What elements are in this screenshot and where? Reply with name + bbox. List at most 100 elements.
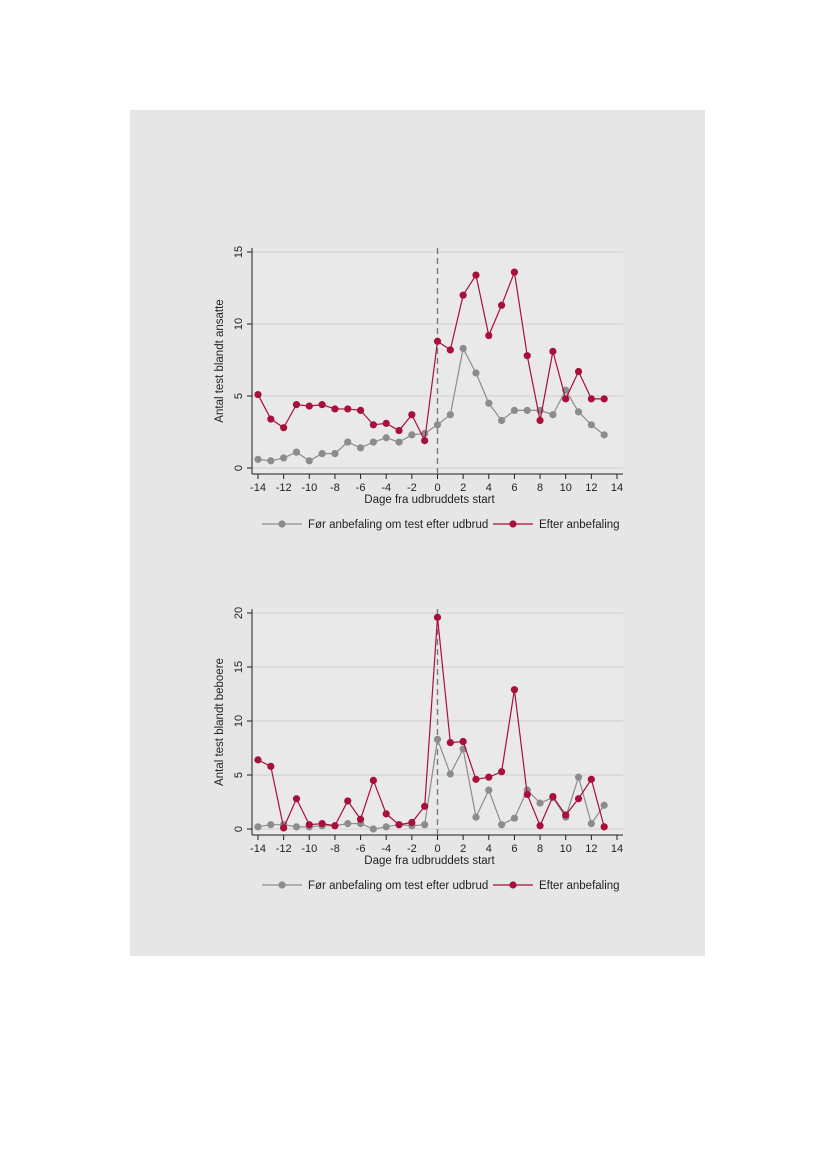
data-point-series-1 xyxy=(382,419,390,427)
data-point-series-1 xyxy=(280,824,288,832)
data-point-series-1 xyxy=(523,352,531,360)
data-point-series-1 xyxy=(369,776,377,784)
data-point-series-1 xyxy=(292,795,301,803)
data-point-series-1 xyxy=(331,405,339,413)
x-tick-label: 4 xyxy=(486,843,492,855)
data-point-series-0 xyxy=(344,820,352,828)
y-tick-label: 10 xyxy=(233,318,245,330)
data-point-series-1 xyxy=(498,301,506,309)
data-point-series-1 xyxy=(600,823,608,831)
data-point-series-1 xyxy=(549,347,557,355)
x-tick-label: -10 xyxy=(301,482,317,494)
data-point-series-0 xyxy=(382,434,390,442)
data-point-series-1 xyxy=(421,437,429,445)
data-point-series-1 xyxy=(587,395,595,403)
data-point-series-1 xyxy=(510,268,519,276)
y-tick-label: 15 xyxy=(233,246,245,258)
data-point-series-0 xyxy=(459,344,467,353)
y-axis-title: Antal test blandt beboere xyxy=(214,658,226,786)
data-point-series-0 xyxy=(472,369,480,377)
data-point-series-1 xyxy=(305,821,313,829)
legend-label-0: Før anbefaling om test efter udbrud xyxy=(308,880,488,892)
data-point-series-1 xyxy=(562,395,570,403)
data-point-series-0 xyxy=(498,821,506,829)
data-point-series-0 xyxy=(600,801,608,809)
data-point-series-0 xyxy=(433,421,442,429)
data-point-series-1 xyxy=(408,818,416,827)
data-point-series-1 xyxy=(344,405,352,413)
data-point-series-1 xyxy=(344,797,352,805)
data-point-series-0 xyxy=(472,813,480,821)
data-point-series-0 xyxy=(574,408,583,416)
y-axis-title: Antal test blandt ansatte xyxy=(214,299,226,422)
legend-label-1: Efter anbefaling xyxy=(539,880,620,892)
x-tick-label: 6 xyxy=(511,843,517,855)
y-tick-label: 0 xyxy=(233,826,245,832)
data-point-series-1 xyxy=(459,291,467,299)
data-point-series-1 xyxy=(446,346,454,354)
data-point-series-1 xyxy=(574,795,583,803)
series-line-0 xyxy=(257,739,605,830)
data-point-series-0 xyxy=(356,444,365,452)
data-point-series-1 xyxy=(446,739,454,747)
data-point-series-1 xyxy=(587,775,595,783)
series-line-1 xyxy=(257,617,605,830)
data-point-series-1 xyxy=(536,416,544,425)
series-line-0 xyxy=(257,346,605,462)
data-point-series-1 xyxy=(421,802,429,810)
x-tick-label: -6 xyxy=(356,843,366,855)
x-tick-label: -12 xyxy=(276,482,292,494)
legend-label-0: Før anbefaling om test efter udbrud xyxy=(308,519,488,531)
data-point-series-0 xyxy=(446,770,454,778)
x-tick-label: -12 xyxy=(276,843,292,855)
data-point-series-0 xyxy=(254,455,262,463)
data-point-series-1 xyxy=(318,401,326,409)
x-tick-label: -10 xyxy=(301,843,317,855)
data-point-series-0 xyxy=(421,821,429,829)
x-tick-label: -2 xyxy=(407,482,417,494)
x-tick-label: 6 xyxy=(511,482,517,494)
y-tick-label: 10 xyxy=(233,715,245,727)
legend-marker-1 xyxy=(509,881,517,889)
x-tick-label: -14 xyxy=(250,843,266,855)
x-tick-label: -6 xyxy=(356,482,366,494)
data-point-series-0 xyxy=(600,431,608,439)
data-point-series-1 xyxy=(472,775,480,783)
data-point-series-0 xyxy=(498,416,506,425)
x-axis-title: Dage fra udbruddets start xyxy=(364,855,495,867)
x-tick-label: -4 xyxy=(381,843,391,855)
x-tick-label: 12 xyxy=(585,843,597,855)
data-point-series-0 xyxy=(446,411,454,419)
data-point-series-1 xyxy=(485,331,493,340)
data-point-series-1 xyxy=(395,821,403,829)
y-tick-label: 0 xyxy=(233,465,245,471)
data-point-series-0 xyxy=(292,448,301,456)
data-point-series-1 xyxy=(433,613,442,621)
x-tick-label: 12 xyxy=(585,482,597,494)
data-point-series-1 xyxy=(254,390,262,399)
data-point-series-0 xyxy=(510,406,519,414)
x-tick-label: 4 xyxy=(486,482,492,494)
data-point-series-1 xyxy=(485,773,493,781)
data-point-series-1 xyxy=(459,737,467,746)
data-point-series-0 xyxy=(344,438,352,446)
x-tick-label: -8 xyxy=(330,482,340,494)
data-point-series-1 xyxy=(369,421,377,429)
data-point-series-0 xyxy=(254,823,262,831)
x-tick-label: -14 xyxy=(250,482,266,494)
data-point-series-1 xyxy=(267,762,275,770)
data-point-series-0 xyxy=(280,454,288,462)
data-point-series-0 xyxy=(485,786,493,794)
data-point-series-1 xyxy=(574,367,583,376)
x-tick-label: 0 xyxy=(434,843,440,855)
data-point-series-0 xyxy=(549,411,557,419)
data-point-series-0 xyxy=(587,820,595,828)
legend-marker-0 xyxy=(278,881,286,889)
data-point-series-0 xyxy=(395,438,403,446)
data-point-series-1 xyxy=(292,401,301,409)
series-line-1 xyxy=(257,269,605,443)
data-point-series-0 xyxy=(510,814,519,822)
x-tick-label: 10 xyxy=(560,843,572,855)
data-point-series-0 xyxy=(331,450,339,458)
data-point-series-1 xyxy=(510,686,519,694)
